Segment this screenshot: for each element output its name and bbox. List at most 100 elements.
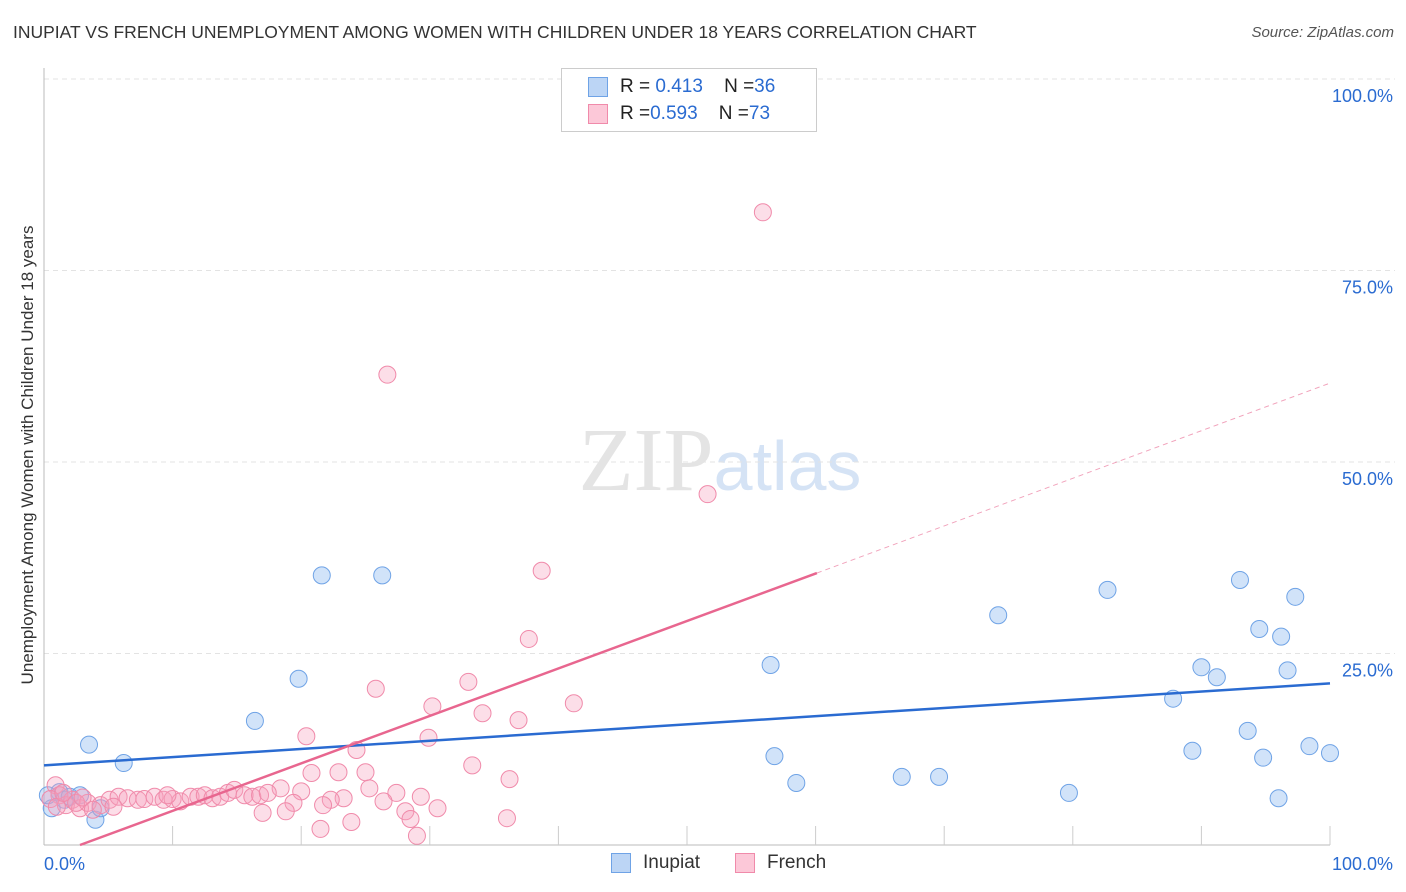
inupiat-point — [765, 747, 784, 766]
inupiat-swatch — [588, 77, 608, 97]
french-point — [342, 813, 361, 832]
french-point — [276, 802, 295, 821]
french-point — [532, 561, 551, 580]
inupiat-point — [1183, 741, 1202, 760]
inupiat-point — [1059, 783, 1078, 802]
inupiat-point — [80, 735, 99, 754]
french-point — [497, 809, 516, 828]
inupiat-point — [1098, 580, 1117, 599]
french-trendline-extension — [816, 382, 1331, 574]
french-point — [698, 485, 717, 504]
r-label: R = — [620, 76, 651, 97]
inupiat-point — [761, 655, 780, 674]
french-point — [519, 629, 538, 648]
french-point — [459, 672, 478, 691]
source-label: Source: ZipAtlas.com — [1251, 24, 1394, 41]
french-point — [158, 786, 177, 805]
inupiat-point — [892, 767, 911, 786]
r-value: 0.413 — [655, 76, 703, 97]
french-point — [311, 819, 330, 838]
inupiat-point — [1250, 619, 1269, 638]
inupiat-point — [373, 566, 392, 585]
inupiat-point — [787, 773, 806, 792]
french-point — [473, 704, 492, 723]
n-label: N = — [718, 103, 749, 124]
bottom-legend-french: French — [735, 852, 826, 874]
french-point — [109, 787, 128, 806]
french-point — [46, 776, 65, 795]
french-trendline — [79, 571, 818, 847]
inupiat-point — [1300, 737, 1319, 756]
french-swatch — [735, 853, 755, 873]
inupiat-point — [1321, 744, 1339, 763]
french-point — [258, 783, 277, 802]
inupiat-point — [930, 767, 949, 786]
french-point — [104, 797, 123, 816]
r-label: R = — [620, 103, 651, 124]
x-tick-label: 0.0% — [44, 854, 85, 874]
french-point — [302, 763, 321, 782]
french-point — [334, 789, 353, 808]
inupiat-point — [1230, 570, 1249, 589]
n-value: 73 — [748, 103, 771, 124]
french-point — [314, 796, 333, 815]
y-tick-label: 25.0% — [1342, 661, 1393, 681]
french-point — [356, 763, 375, 782]
legend: R = 0.413 N = 36 R = 0.593 N = 73 — [561, 68, 817, 132]
inupiat-point — [989, 606, 1008, 625]
inupiat-point — [1278, 661, 1297, 680]
watermark: ZIPatlas — [579, 411, 862, 510]
french-point — [401, 809, 420, 828]
french-point — [378, 365, 397, 384]
bottom-legend-inupiat: Inupiat — [611, 852, 700, 874]
french-point — [73, 788, 92, 807]
french-point — [407, 826, 426, 845]
french-point — [509, 711, 528, 730]
inupiat-swatch — [611, 853, 631, 873]
french-point — [83, 800, 102, 819]
inupiat-point — [1272, 627, 1291, 646]
n-value: 36 — [754, 76, 776, 97]
french-point — [253, 803, 272, 822]
french-point — [564, 694, 583, 713]
french-point — [329, 763, 348, 782]
inupiat-point — [289, 669, 308, 688]
french-point — [500, 770, 519, 789]
inupiat-point — [1269, 789, 1288, 808]
inupiat-point — [245, 711, 264, 730]
legend-label: French — [767, 852, 827, 873]
inupiat-point — [1254, 748, 1273, 767]
french-point — [387, 783, 406, 802]
french-point — [374, 792, 393, 811]
r-value: 0.593 — [650, 103, 698, 124]
french-point — [360, 779, 379, 798]
y-tick-label: 100.0% — [1332, 86, 1393, 106]
inupiat-point — [1207, 668, 1226, 687]
y-axis-label: Unemployment Among Women with Children U… — [18, 226, 37, 685]
inupiat-point — [114, 754, 133, 773]
french-swatch — [588, 104, 608, 124]
chart-title: INUPIAT VS FRENCH UNEMPLOYMENT AMONG WOM… — [13, 22, 977, 42]
legend-row-inupiat: R = 0.413 N = 36 — [588, 75, 775, 99]
french-point — [753, 203, 772, 222]
french-point — [419, 728, 438, 747]
inupiat-point — [1286, 587, 1305, 606]
legend-row-french: R = 0.593 N = 73 — [588, 102, 770, 126]
french-point — [54, 783, 73, 802]
french-point — [235, 786, 254, 805]
inupiat-point — [1192, 658, 1211, 677]
y-tick-label: 75.0% — [1342, 278, 1393, 298]
n-label: N = — [724, 76, 755, 97]
french-point — [243, 787, 262, 806]
french-point — [366, 679, 385, 698]
legend-label: Inupiat — [643, 852, 701, 873]
x-tick-label: 100.0% — [1332, 854, 1393, 874]
inupiat-trendline — [43, 682, 1331, 767]
french-point — [297, 727, 316, 746]
y-tick-label: 50.0% — [1342, 469, 1393, 489]
french-point — [463, 756, 482, 775]
inupiat-point — [1238, 721, 1257, 740]
french-point — [411, 787, 430, 806]
inupiat-point — [312, 566, 331, 585]
